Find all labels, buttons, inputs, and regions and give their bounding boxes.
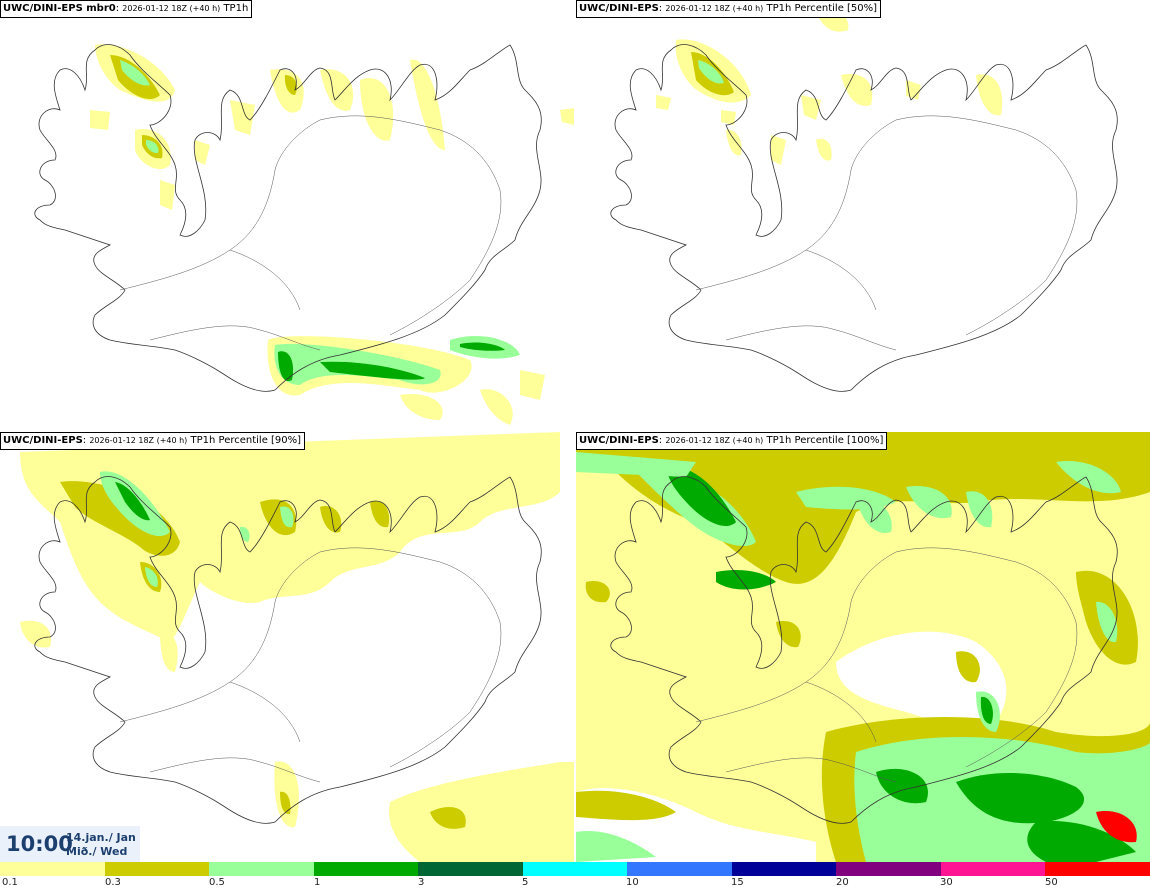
model-name: UWC/DINI-EPS (579, 3, 659, 14)
map-panel-mbr0[interactable]: UWC/DINI-EPS mbr0: 2026-01-12 18Z (+40 h… (0, 0, 574, 430)
valid-date: 14.jan./ Jan (66, 831, 136, 844)
precip-map-mbr0 (34, 44, 574, 425)
roads (119, 547, 502, 783)
field-name: TP1h (223, 3, 249, 14)
colorbar-segment (940, 862, 1046, 876)
precip-areas (90, 44, 574, 425)
run-time: 2026-01-12 18Z (+40 h) (665, 436, 764, 445)
map-panel-p50[interactable]: UWC/DINI-EPS: 2026-01-12 18Z (+40 h) TP1… (576, 0, 1150, 430)
roads (119, 115, 502, 351)
map-panel-p100[interactable]: UWC/DINI-EPS: 2026-01-12 18Z (+40 h) TP1… (576, 432, 1150, 862)
coastline (610, 44, 1118, 392)
precip-areas (656, 9, 1003, 165)
roads (695, 115, 1078, 351)
colorbar-tick: 50 (1045, 877, 1058, 888)
colorbar-tick: 30 (940, 877, 953, 888)
panel-title: UWC/DINI-EPS: 2026-01-12 18Z (+40 h) TP1… (576, 0, 882, 18)
coastline (34, 476, 542, 824)
run-time: 2026-01-12 18Z (+40 h) (665, 4, 764, 13)
colorbar-segment (104, 862, 210, 876)
valid-weekday: Mið./ Wed (66, 845, 128, 858)
panel-title: UWC/DINI-EPS: 2026-01-12 18Z (+40 h) TP1… (576, 432, 888, 450)
colorbar-segment (731, 862, 837, 876)
colorbar-segment (313, 862, 419, 876)
colorbar-tick: 0.3 (105, 877, 121, 888)
colorbar-tick: 10 (626, 877, 639, 888)
valid-time-box: 10:00 14.jan./ Jan Mið./ Wed (0, 826, 140, 862)
colorbar-tick: 1 (314, 877, 321, 888)
coastline (610, 476, 1118, 824)
map-panel-p90[interactable]: UWC/DINI-EPS: 2026-01-12 18Z (+40 h) TP1… (0, 432, 574, 862)
colorbar-segment (836, 862, 941, 876)
model-name: UWC/DINI-EPS (579, 435, 659, 446)
precip-areas (20, 432, 574, 862)
colorbar-tick: 5 (522, 877, 529, 888)
precip-map-p50 (610, 9, 1118, 392)
colorbar (0, 862, 1150, 876)
field-name: TP1h Percentile [90%] (190, 435, 302, 446)
colorbar-segment (522, 862, 628, 876)
run-time: 2026-01-12 18Z (+40 h) (89, 436, 188, 445)
colorbar-ticks: 0.1 0.3 0.5 1 3 5 10 15 20 30 50 (0, 876, 1150, 891)
field-name: TP1h Percentile [50%] (766, 3, 878, 14)
colorbar-tick: 20 (836, 877, 849, 888)
colorbar-tick: 0.5 (209, 877, 225, 888)
colorbar-tick: 0.1 (2, 877, 18, 888)
precip-areas (576, 432, 1150, 862)
panel-title: UWC/DINI-EPS mbr0: 2026-01-12 18Z (+40 h… (0, 0, 253, 18)
precip-map-p90 (20, 432, 574, 862)
model-name: UWC/DINI-EPS mbr0 (3, 3, 116, 14)
colorbar-segment (418, 862, 523, 876)
colorbar-segment (0, 862, 105, 876)
valid-time: 10:00 (6, 832, 73, 856)
panel-title: UWC/DINI-EPS: 2026-01-12 18Z (+40 h) TP1… (0, 432, 306, 450)
field-name: TP1h Percentile [100%] (766, 435, 884, 446)
colorbar-segment (627, 862, 732, 876)
coastline (34, 44, 542, 392)
precip-map-p100 (576, 432, 1150, 862)
colorbar-tick: 3 (418, 877, 425, 888)
model-name: UWC/DINI-EPS (3, 435, 83, 446)
colorbar-segment (1045, 862, 1150, 876)
run-time: 2026-01-12 18Z (+40 h) (122, 4, 221, 13)
roads (695, 547, 1078, 783)
colorbar-segment (209, 862, 314, 876)
colorbar-tick: 15 (731, 877, 744, 888)
